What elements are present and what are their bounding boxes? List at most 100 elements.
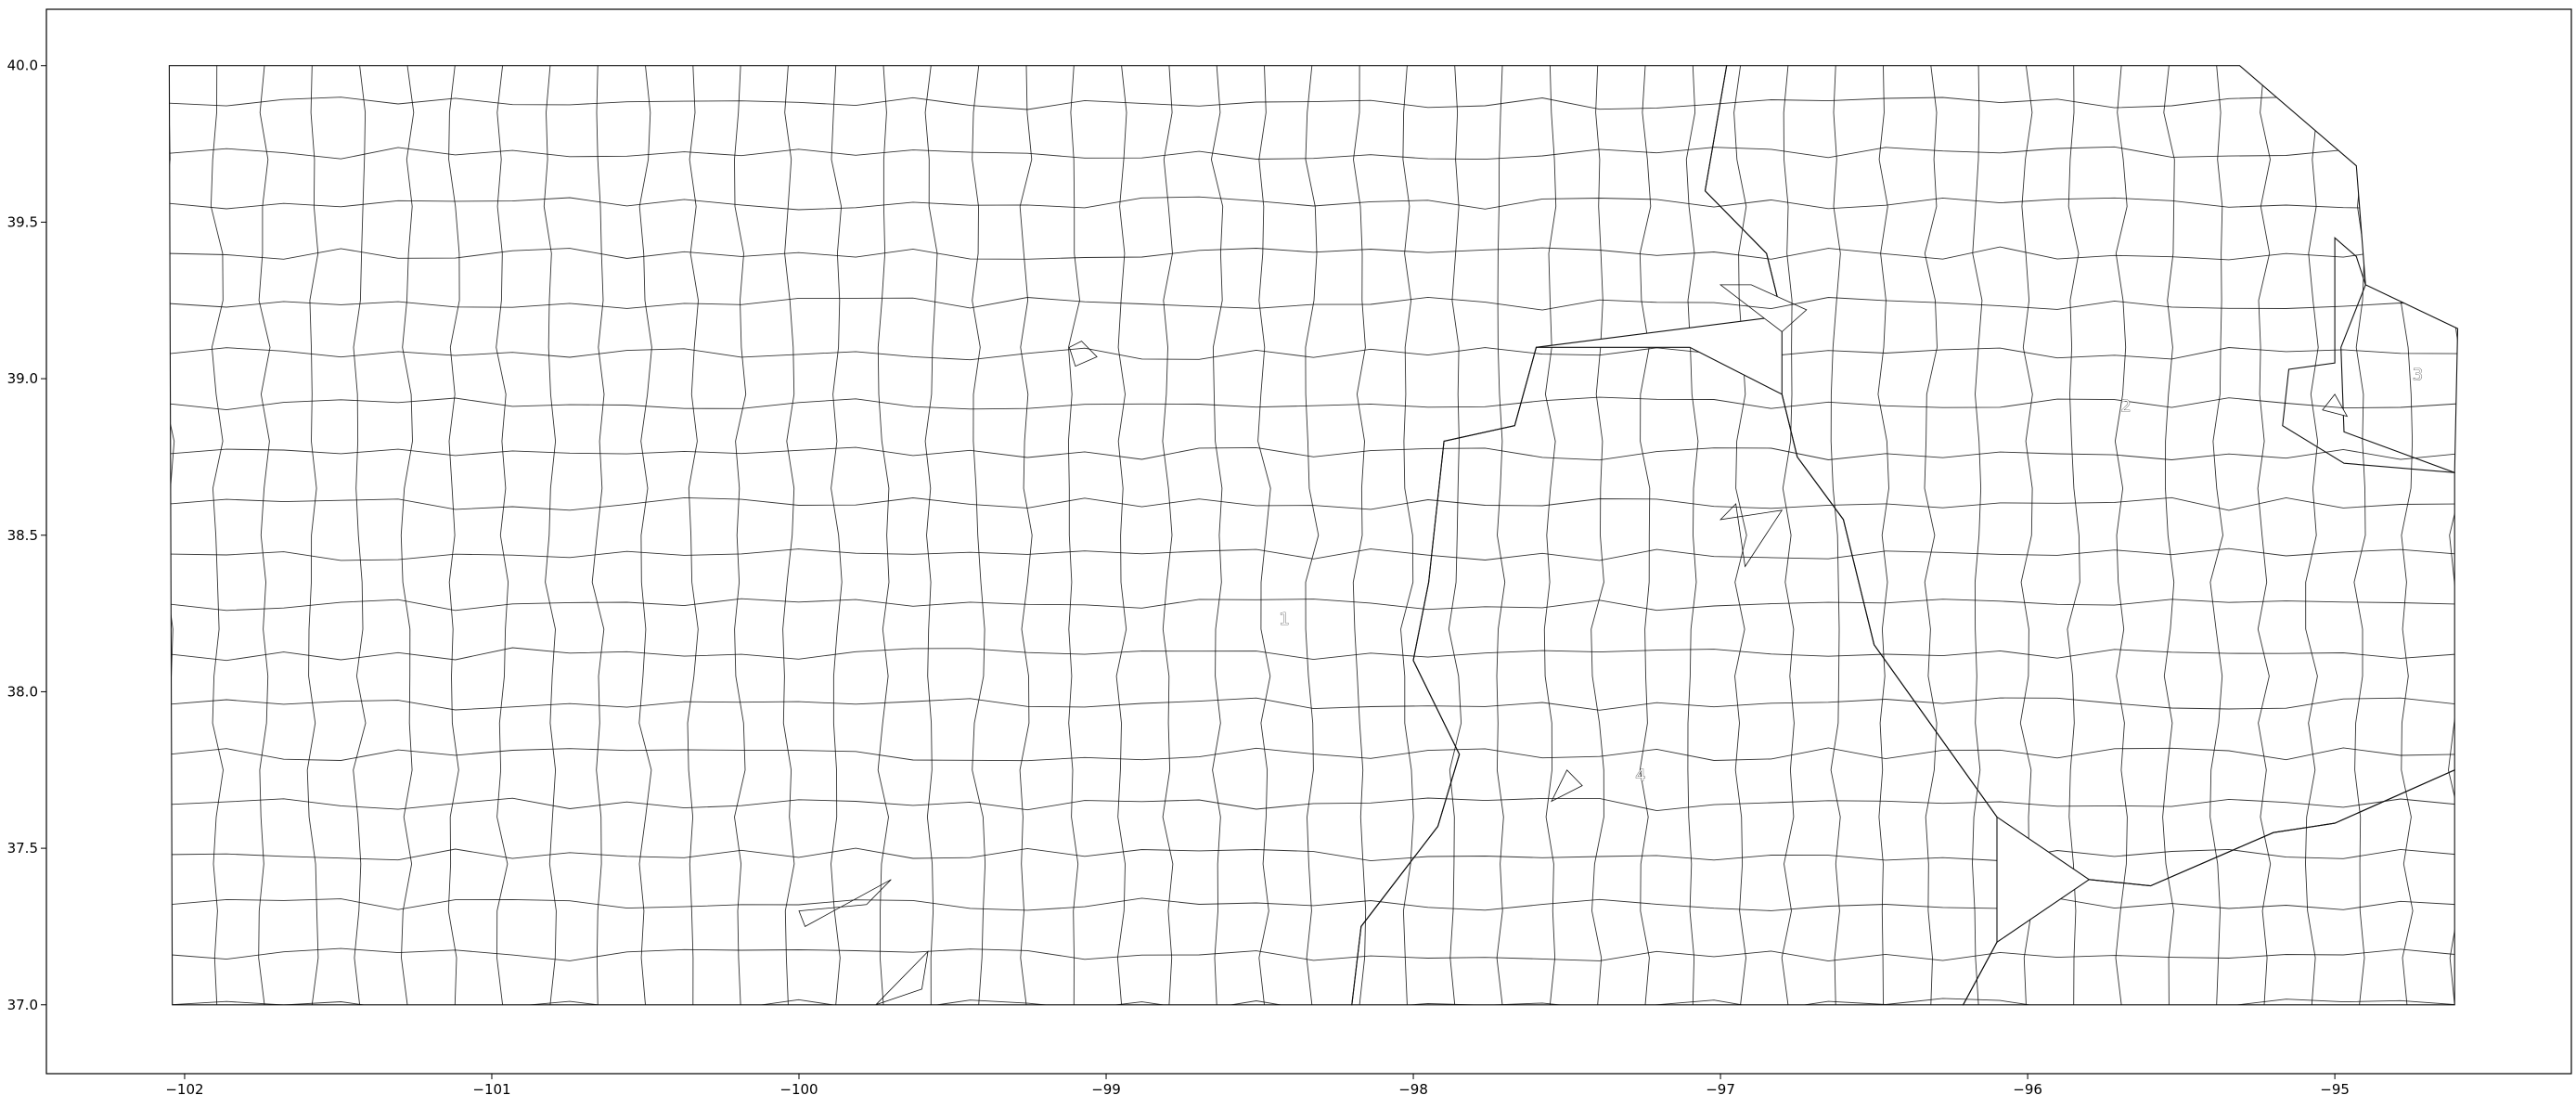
unassigned-area-5	[1551, 769, 1583, 803]
county-line-v-3	[306, 65, 319, 1005]
county-line-v-4	[353, 65, 367, 1005]
county-line-v-28	[1496, 65, 1506, 1005]
county-line-v-6	[447, 65, 460, 1005]
county-line-v-38	[1972, 65, 1983, 1005]
county-line-v-7	[496, 65, 509, 1005]
county-line-h-5	[169, 747, 2458, 762]
county-line-v-33	[1733, 65, 1747, 1005]
x-tick-label-7: −95	[2320, 1081, 2350, 1098]
county-line-v-25	[1352, 65, 1367, 1005]
county-line-v-29	[1543, 65, 1557, 1005]
unassigned-area-3	[798, 879, 892, 927]
district-labels-layer: 1 2 3 4	[1279, 365, 2424, 786]
county-line-v-9	[591, 65, 605, 1005]
county-line-h-13	[169, 347, 2458, 361]
unassigned-area-4	[875, 950, 929, 1006]
y-tick-label-2: 38.0	[7, 683, 38, 700]
county-line-v-24	[1305, 65, 1320, 1005]
x-tick-label-5: −97	[1706, 1081, 1735, 1098]
county-line-v-44	[2257, 65, 2272, 1005]
county-line-v-27	[1448, 65, 1462, 1005]
y-tick-label-4: 39.0	[7, 370, 38, 387]
county-line-h-1	[169, 947, 2458, 962]
county-line-v-36	[1877, 65, 1889, 1005]
county-line-v-1	[210, 65, 224, 1005]
county-line-v-18	[1019, 65, 1033, 1005]
axes-frame	[45, 8, 2572, 1075]
x-tick-label-4: −98	[1398, 1081, 1428, 1098]
unassigned-area-2	[1719, 503, 1784, 568]
x-tick-label-6: −96	[2013, 1081, 2042, 1098]
county-line-v-13	[782, 65, 795, 1005]
county-line-v-17	[972, 65, 986, 1005]
county-line-v-16	[924, 65, 938, 1005]
x-tick-label-0: −102	[165, 1081, 203, 1098]
county-line-h-14	[169, 296, 2458, 311]
county-line-v-23	[1257, 65, 1271, 1005]
county-line-h-6	[169, 697, 2458, 711]
county-line-h-10	[169, 496, 2458, 511]
county-line-v-20	[1115, 65, 1127, 1005]
district-label-4: 4	[1635, 767, 1645, 786]
county-line-v-15	[877, 65, 890, 1005]
county-line-h-2	[169, 897, 2458, 911]
county-line-h-8	[169, 598, 2458, 612]
county-line-v-43	[2209, 65, 2223, 1005]
county-line-v-11	[687, 65, 699, 1005]
county-line-v-40	[2067, 65, 2080, 1005]
county-line-v-32	[1685, 65, 1699, 1005]
county-line-h-12	[169, 396, 2458, 411]
county-line-v-42	[2162, 65, 2175, 1005]
county-line-v-22	[1210, 65, 1224, 1005]
county-lines-layer	[169, 65, 2458, 1005]
y-tick-label-1: 37.5	[7, 840, 38, 857]
county-line-v-46	[2353, 65, 2366, 1005]
x-tick-label-2: −100	[779, 1081, 818, 1098]
district-label-2: 2	[2120, 396, 2131, 416]
county-line-h-9	[169, 548, 2458, 561]
county-line-h-0	[169, 998, 2458, 1005]
county-line-v-35	[1830, 65, 1841, 1005]
unassigned-area-6	[2322, 393, 2349, 418]
county-line-v-10	[638, 65, 652, 1005]
y-tick-label-5: 39.5	[7, 213, 38, 230]
county-line-v-45	[2305, 65, 2319, 1005]
county-line-v-5	[400, 65, 415, 1005]
axis-ticks-layer: −102 −101 −100 −99 −98 −97 −96 −95 37.0 37.5 38.0 3…	[7, 58, 2350, 1098]
district-4-region-4	[1351, 346, 1998, 1006]
county-line-h-18	[169, 97, 2458, 110]
x-tick-label-3: −99	[1091, 1081, 1121, 1098]
county-line-v-2	[258, 65, 271, 1005]
county-line-v-30	[1591, 65, 1604, 1005]
holes-layer	[798, 284, 2349, 1006]
county-line-h-17	[169, 146, 2458, 161]
county-line-v-26	[1400, 65, 1414, 1005]
county-line-v-31	[1639, 65, 1652, 1005]
y-tick-label-6: 40.0	[7, 58, 38, 74]
county-line-v-21	[1162, 65, 1174, 1005]
unassigned-area-1	[1719, 284, 1808, 333]
y-tick-label-3: 38.5	[7, 527, 38, 544]
y-tick-label-0: 37.0	[7, 997, 38, 1013]
county-line-h-7	[169, 647, 2458, 662]
county-line-h-11	[169, 446, 2458, 461]
x-tick-label-1: −101	[472, 1081, 510, 1098]
county-line-h-15	[169, 246, 2458, 261]
county-line-v-41	[2114, 65, 2128, 1005]
county-line-v-37	[1924, 65, 1938, 1005]
county-line-h-3	[169, 847, 2458, 862]
county-line-v-14	[831, 65, 843, 1005]
district-label-1: 1	[1279, 610, 1289, 629]
county-line-h-4	[169, 797, 2458, 812]
district-label-3: 3	[2413, 366, 2423, 385]
county-line-v-8	[543, 65, 557, 1005]
axes-border	[45, 8, 2572, 1075]
county-line-h-16	[169, 196, 2458, 211]
county-line-v-19	[1067, 65, 1080, 1005]
county-line-v-34	[1781, 65, 1795, 1005]
district-3-region-3	[2282, 237, 2459, 473]
county-line-v-12	[734, 65, 747, 1005]
unassigned-area-0	[1068, 341, 1098, 367]
